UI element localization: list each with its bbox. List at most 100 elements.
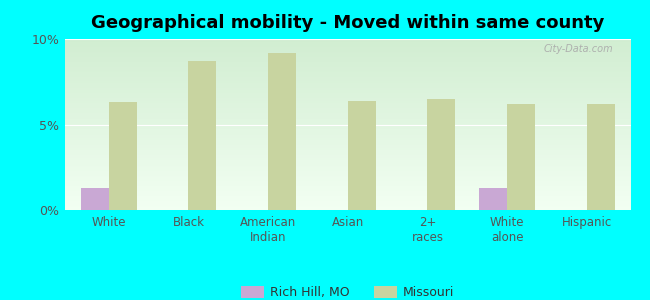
Bar: [109, 102, 136, 210]
Bar: [65, 209, 630, 210]
Bar: [65, 167, 630, 168]
Bar: [65, 84, 630, 85]
Bar: [65, 204, 630, 205]
Bar: [65, 60, 630, 61]
Bar: [65, 113, 630, 114]
Bar: [65, 177, 630, 178]
Bar: [65, 66, 630, 67]
Bar: [65, 193, 630, 194]
Bar: [65, 150, 630, 151]
Bar: [65, 178, 630, 179]
Bar: [348, 100, 376, 210]
Bar: [65, 80, 630, 81]
Title: Geographical mobility - Moved within same county: Geographical mobility - Moved within sam…: [91, 14, 604, 32]
Bar: [65, 124, 630, 125]
Bar: [65, 188, 630, 189]
Bar: [65, 86, 630, 87]
Bar: [65, 130, 630, 131]
Bar: [65, 175, 630, 176]
Bar: [65, 201, 630, 202]
Bar: [65, 123, 630, 124]
Bar: [65, 118, 630, 119]
Bar: [65, 152, 630, 153]
Bar: [65, 120, 630, 121]
Bar: [65, 208, 630, 209]
Bar: [65, 122, 630, 123]
Bar: [65, 189, 630, 190]
Bar: [65, 71, 630, 72]
Bar: [65, 63, 630, 64]
Bar: [65, 109, 630, 110]
Bar: [65, 181, 630, 182]
Bar: [65, 135, 630, 136]
Bar: [65, 136, 630, 137]
Bar: [65, 117, 630, 118]
Bar: [65, 173, 630, 174]
Bar: [65, 58, 630, 59]
Bar: [65, 195, 630, 196]
Bar: [65, 108, 630, 109]
Bar: [65, 103, 630, 104]
Bar: [65, 155, 630, 156]
Bar: [65, 85, 630, 86]
Bar: [65, 77, 630, 78]
Bar: [65, 186, 630, 187]
Bar: [65, 102, 630, 103]
Bar: [65, 79, 630, 80]
Bar: [65, 165, 630, 166]
Bar: [65, 67, 630, 68]
Bar: [65, 159, 630, 160]
Bar: [65, 179, 630, 180]
Bar: [65, 56, 630, 57]
Bar: [65, 132, 630, 133]
Bar: [65, 101, 630, 102]
Bar: [65, 119, 630, 120]
Bar: [65, 82, 630, 83]
Bar: [65, 110, 630, 111]
Bar: [65, 176, 630, 177]
Bar: [65, 68, 630, 69]
Bar: [65, 61, 630, 62]
Bar: [65, 98, 630, 99]
Bar: [65, 171, 630, 172]
Bar: [65, 199, 630, 200]
Bar: [65, 97, 630, 98]
Bar: [65, 81, 630, 82]
Bar: [65, 191, 630, 192]
Bar: [65, 49, 630, 50]
Bar: [65, 48, 630, 49]
Bar: [65, 112, 630, 113]
Bar: [65, 99, 630, 100]
Bar: [65, 51, 630, 52]
Bar: [65, 57, 630, 58]
Bar: [65, 160, 630, 161]
Bar: [65, 128, 630, 129]
Bar: [507, 104, 535, 210]
Bar: [65, 145, 630, 146]
Bar: [65, 207, 630, 208]
Bar: [65, 116, 630, 117]
Bar: [65, 93, 630, 94]
Bar: [188, 61, 216, 210]
Bar: [65, 127, 630, 128]
Bar: [65, 154, 630, 155]
Bar: [65, 72, 630, 73]
Bar: [65, 89, 630, 90]
Bar: [65, 64, 630, 65]
Bar: [65, 157, 630, 158]
Bar: [65, 156, 630, 157]
Bar: [587, 104, 614, 210]
Bar: [65, 143, 630, 144]
Bar: [65, 114, 630, 115]
Bar: [65, 138, 630, 139]
Bar: [65, 94, 630, 95]
Bar: [65, 172, 630, 173]
Bar: [65, 148, 630, 149]
Text: City-Data.com: City-Data.com: [544, 44, 614, 54]
Bar: [65, 104, 630, 105]
Bar: [65, 205, 630, 206]
Bar: [65, 187, 630, 188]
Bar: [65, 129, 630, 130]
Bar: [65, 169, 630, 170]
Bar: [65, 78, 630, 79]
